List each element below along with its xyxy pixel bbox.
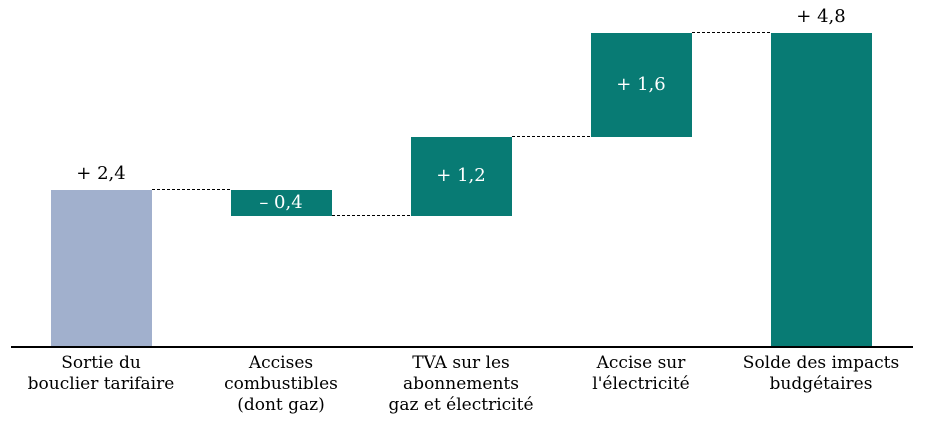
waterfall-bar-solde-impacts-budgetaires xyxy=(770,33,872,346)
waterfall-bar-tva-abonnements-gaz-electricite xyxy=(410,137,512,216)
x-category-label-sortie-du-bouclier-tarifaire: Sortie du bouclier tarifaire xyxy=(27,353,175,394)
waterfall-connector-line xyxy=(691,32,771,34)
bar-value-label-sortie-du-bouclier-tarifaire: + 2,4 xyxy=(76,162,126,184)
x-category-label-accise-electricite: Accise sur l'électricité xyxy=(592,353,690,394)
waterfall-connector-line xyxy=(331,214,411,216)
x-category-label-solde-impacts-budgetaires: Solde des impacts budgétaires xyxy=(742,353,900,394)
waterfall-connector-line xyxy=(151,188,231,190)
bar-value-label-accise-electricite: + 1,6 xyxy=(616,74,666,96)
bar-value-label-tva-abonnements-gaz-electricite: + 1,2 xyxy=(436,165,486,187)
waterfall-connector-line xyxy=(511,136,591,138)
x-axis-line xyxy=(11,346,913,348)
waterfall-bar-accises-combustibles-dont-gaz xyxy=(230,189,332,216)
waterfall-bar-sortie-du-bouclier-tarifaire xyxy=(50,189,152,346)
bar-value-label-accises-combustibles-dont-gaz: – 0,4 xyxy=(259,191,303,213)
x-category-label-accises-combustibles-dont-gaz: Accises combustibles (dont gaz) xyxy=(224,353,338,415)
bar-value-label-solde-impacts-budgetaires: + 4,8 xyxy=(796,6,846,28)
x-category-label-tva-abonnements-gaz-electricite: TVA sur les abonnements gaz et électrici… xyxy=(388,353,534,415)
waterfall-bar-accise-electricite xyxy=(590,33,692,138)
